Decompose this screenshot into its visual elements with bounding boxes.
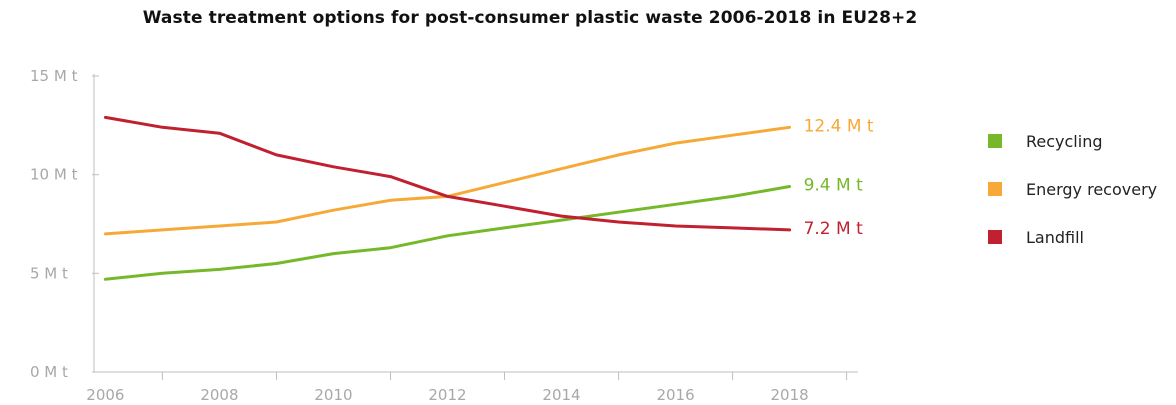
series-line-landfill <box>103 115 792 232</box>
x-tick-label: 2016 <box>656 386 694 404</box>
legend-swatch-landfill <box>988 230 1002 244</box>
end-labels: 9.4 M t 12.4 M t 7.2 M t <box>804 116 874 239</box>
chart-title: Waste treatment options for post-consume… <box>142 8 918 28</box>
x-tick-label: 2012 <box>428 386 466 404</box>
y-tick-label: 5 M t <box>30 264 68 282</box>
end-label-recycling: 9.4 M t <box>804 176 864 196</box>
legend-swatch-recycling <box>988 134 1002 148</box>
y-tick-label: 15 M t <box>30 67 78 85</box>
x-tick-label: 2014 <box>542 386 580 404</box>
legend: Recycling Energy recovery Landfill <box>988 132 1157 247</box>
x-tick-label: 2018 <box>770 386 808 404</box>
axes: 0 M t 5 M t 10 M t 15 M t 2006 2008 2010 2012 20… <box>30 67 858 404</box>
end-label-energy-recovery: 12.4 M t <box>804 116 874 136</box>
legend-label-energy-recovery: Energy recovery <box>1026 180 1157 199</box>
series-line-energy-recovery <box>103 125 792 236</box>
x-tick-label: 2008 <box>200 386 238 404</box>
y-tick-label: 10 M t <box>30 166 78 184</box>
series-line-recycling <box>103 185 792 281</box>
x-tick-label: 2010 <box>314 386 352 404</box>
y-tick-label: 0 M t <box>30 363 68 381</box>
end-label-landfill: 7.2 M t <box>804 219 864 239</box>
legend-label-recycling: Recycling <box>1026 132 1103 151</box>
x-tick-label: 2006 <box>86 386 124 404</box>
legend-label-landfill: Landfill <box>1026 228 1084 247</box>
legend-swatch-energy-recovery <box>988 182 1002 196</box>
series-lines <box>103 115 792 281</box>
